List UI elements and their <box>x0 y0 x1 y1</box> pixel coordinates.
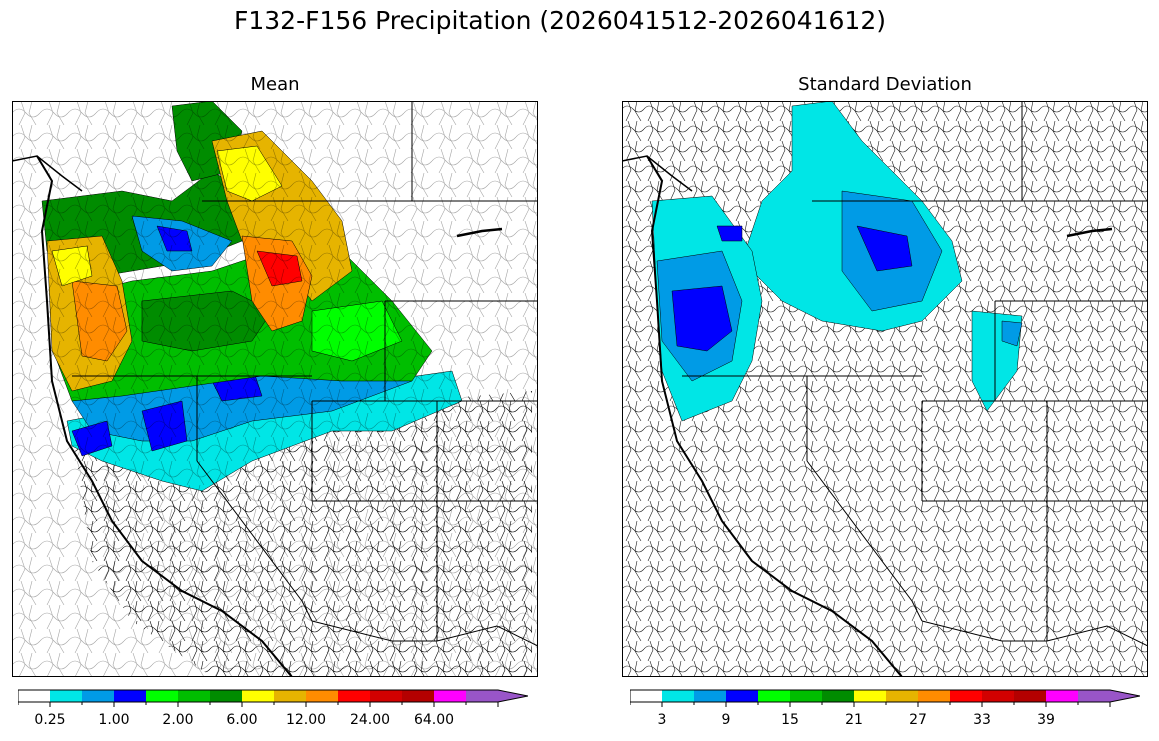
mean-colorbar-segment <box>338 690 370 702</box>
mean-colorbar-tick-label: 6.00 <box>226 712 257 728</box>
stddev-colorbar-segment <box>790 690 822 702</box>
stddev-colorbar-segment <box>726 690 758 702</box>
mean-colorbar-segment <box>402 690 434 702</box>
stddev-colorbar-segment <box>918 690 950 702</box>
mean-colorbar-segment <box>466 690 528 702</box>
stddev-colorbar-segment <box>1078 690 1140 702</box>
mean-colorbar-segment <box>306 690 338 702</box>
mean-colorbar-segment <box>178 690 210 702</box>
stddev-colorbar-outline <box>630 689 1140 703</box>
stddev-colorbar-segment <box>630 690 662 702</box>
mean-colorbar-segment <box>114 690 146 702</box>
mean-colorbar-segment <box>146 690 178 702</box>
stddev-colorbar-tick-label: 3 <box>658 712 667 728</box>
stddev-colorbar-segment <box>694 690 726 702</box>
stddev-colorbar: 3 9 15 21 27 33 39 <box>630 689 1140 728</box>
stddev-region-wyoming-east <box>1001 320 1023 347</box>
mean-colorbar-tick-label: 12.00 <box>286 712 326 728</box>
stddev-region-central-idaho <box>856 225 913 272</box>
mean-panel-title: Mean <box>250 74 300 95</box>
stddev-colorbar-tick-label: 9 <box>722 712 731 728</box>
stddev-colorbar-segment <box>886 690 918 702</box>
stddev-colorbar-segment <box>758 690 790 702</box>
stddev-colorbar-segment <box>1046 690 1078 702</box>
mean-colorbar-tick-label: 1.00 <box>98 712 129 728</box>
mean-colorbar-segment <box>18 690 50 702</box>
mean-colorbar-segment <box>370 690 402 702</box>
mean-colorbar-segment <box>274 690 306 702</box>
mean-colorbar: 0.25 1.00 2.00 6.00 12.00 24.00 64.00 <box>18 689 528 728</box>
mean-map <box>12 101 538 677</box>
mean-colorbar-segment <box>82 690 114 702</box>
stddev-colorbar-segment <box>854 690 886 702</box>
stddev-colorbar-segment <box>950 690 982 702</box>
figure-title: F132-F156 Precipitation (2026041512-2026… <box>233 6 886 35</box>
stddev-panel-title: Standard Deviation <box>798 74 972 95</box>
mean-colorbar-segment <box>50 690 82 702</box>
stddev-colorbar-tick-label: 39 <box>1037 712 1055 728</box>
stddev-colorbar-segment <box>1014 690 1046 702</box>
mean-colorbar-segment <box>242 690 274 702</box>
mean-colorbar-outline <box>18 689 528 703</box>
stddev-colorbar-segment <box>982 690 1014 702</box>
stddev-colorbar-segment <box>822 690 854 702</box>
mean-colorbar-segment <box>434 690 466 702</box>
mean-colorbar-tick-label: 0.25 <box>34 712 65 728</box>
mean-colorbar-tick-label: 24.00 <box>350 712 390 728</box>
stddev-colorbar-tick-label: 27 <box>909 712 927 728</box>
stddev-colorbar-tick-label: 15 <box>781 712 799 728</box>
stddev-colorbar-segment <box>662 690 694 702</box>
stddev-colorbar-tick-label: 33 <box>973 712 991 728</box>
stddev-colorbar-tick-label: 21 <box>845 712 863 728</box>
mean-colorbar-segment <box>210 690 242 702</box>
stddev-region-oregon-coast-range <box>671 285 733 352</box>
mean-colorbar-tick-label: 2.00 <box>162 712 193 728</box>
stddev-map <box>622 101 1148 677</box>
mean-colorbar-tick-label: 64.00 <box>414 712 454 728</box>
